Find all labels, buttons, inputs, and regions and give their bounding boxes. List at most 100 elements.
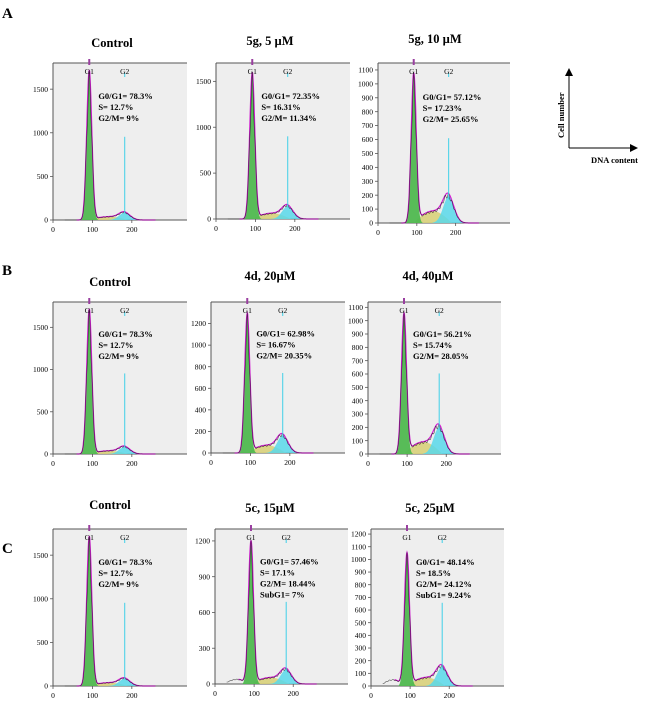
y-tick-label: 1500 [33,323,48,332]
x-tick-label: 200 [284,458,296,467]
legend-y-label: Cell number [556,92,566,138]
g1-peak-label: G1 [85,533,94,542]
x-tick-label: 100 [250,224,262,233]
y-tick-label: 1000 [348,316,363,325]
histogram-panel: Control 0 500 1000 1500 0 100 200 G1 G2 G0/G1= 78.… [33,36,187,234]
y-tick-label: 500 [200,169,212,178]
y-tick-label: 600 [195,384,207,393]
x-tick-label: 0 [376,228,380,237]
y-tick-label: 100 [362,205,374,214]
y-tick-label: 900 [199,572,211,581]
x-tick-label: 200 [126,225,138,234]
y-tick-label: 1000 [191,341,206,350]
plot-area [53,63,187,220]
plot-area [215,529,348,684]
x-tick-label: 200 [289,224,301,233]
x-tick-label: 200 [126,691,138,700]
phase-stat: S= 16.31% [261,102,300,112]
y-tick-label: 100 [352,436,364,445]
x-tick-label: 200 [444,691,456,700]
y-tick-label: 1100 [351,542,366,551]
phase-stat: G0/G1= 72.35% [261,91,320,101]
phase-stat: G0/G1= 56.21% [413,329,472,339]
y-tick-label: 900 [362,93,374,102]
y-tick-label: 1500 [196,77,211,86]
y-tick-label: 500 [352,383,364,392]
phase-stat: G0/G1= 78.3% [98,91,152,101]
g2-phase-area [108,446,144,454]
raw-data-line [389,72,479,224]
phase-stat: S= 17.23% [423,103,462,113]
g2-peak-label: G2 [435,306,444,315]
y-tick-label: 400 [195,405,207,414]
phase-stat: G0/G1= 78.3% [98,557,152,567]
raw-data-line [382,552,473,687]
axes-legend: Cell number DNA content [556,68,638,165]
panel-title: 5g, 10 µM [408,32,462,46]
y-tick-label: 500 [37,407,49,416]
y-tick-label: 800 [362,107,374,116]
y-tick-label: 1000 [33,365,48,374]
y-tick-label: 600 [362,135,374,144]
raw-data-line [64,69,156,221]
x-tick-label: 100 [411,228,423,237]
y-tick-label: 500 [37,638,49,647]
y-tick-label: 0 [362,682,366,691]
y-tick-label: 100 [355,669,367,678]
x-tick-label: 100 [87,459,99,468]
y-tick-label: 0 [44,216,48,225]
g1-peak-label: G1 [85,67,94,76]
g1-peak-label: G1 [399,306,408,315]
g2-peak-label: G2 [120,67,129,76]
y-tick-label: 400 [352,396,364,405]
histogram-panel: 5c, 15µM 0 300 600 900 1200 0 100 200 G1 G2 G0/G1= … [195,501,348,698]
y-tick-label: 0 [206,680,210,689]
x-tick-label: 0 [51,691,55,700]
g1-peak-label: G1 [85,306,94,315]
g2-peak-label: G2 [120,533,129,542]
phase-stat: G0/G1= 57.12% [423,92,482,102]
x-tick-label: 100 [248,689,260,698]
y-tick-label: 0 [359,450,363,459]
x-tick-label: 100 [87,691,99,700]
y-tick-label: 800 [352,343,364,352]
g1-peak-label: G1 [248,67,257,76]
x-tick-label: 200 [450,228,462,237]
x-tick-label: 0 [213,689,217,698]
phase-stat: G2/M= 11.34% [261,113,316,123]
panel-title: 4d, 40µM [403,269,454,283]
phase-stat: G2/M= 20.35% [256,351,312,361]
x-tick-label: 100 [87,225,99,234]
y-tick-label: 600 [352,370,364,379]
histogram-panel: 4d, 40µM01002003004005006007008009001000… [348,269,501,468]
phase-stat: SubG1= 9.24% [416,590,471,600]
x-tick-label: 100 [245,458,257,467]
plot-area [53,302,187,454]
x-tick-label: 0 [369,691,373,700]
raw-data-line [227,72,319,220]
y-tick-label: 900 [355,568,367,577]
phase-stat: G2/M= 25.65% [423,114,479,124]
histogram-panel: Control 0 500 1000 1500 0 100 200 G1 G2 G0/G1= 78.… [33,498,187,700]
y-tick-label: 800 [355,580,367,589]
y-tick-label: 300 [199,644,211,653]
x-tick-label: 100 [404,691,416,700]
phase-stat: G2/M= 9% [98,351,139,361]
y-tick-label: 800 [195,362,207,371]
panel-title: 5c, 15µM [245,501,295,515]
g1-peak-label: G1 [402,533,411,542]
row-label-c: C [2,541,13,557]
y-tick-label: 700 [352,356,364,365]
g1-peak-label: G1 [246,533,255,542]
g1-peak-label: G1 [243,306,252,315]
y-tick-label: 500 [355,618,367,627]
y-tick-label: 1100 [358,66,373,75]
y-tick-label: 200 [352,423,364,432]
y-tick-label: 1000 [33,128,48,137]
plot-area [216,63,350,219]
phase-stat: S= 16.67% [256,340,295,350]
y-tick-label: 200 [362,191,374,200]
phase-stat: G2/M= 18.44% [260,579,316,589]
x-tick-label: 0 [366,459,370,468]
